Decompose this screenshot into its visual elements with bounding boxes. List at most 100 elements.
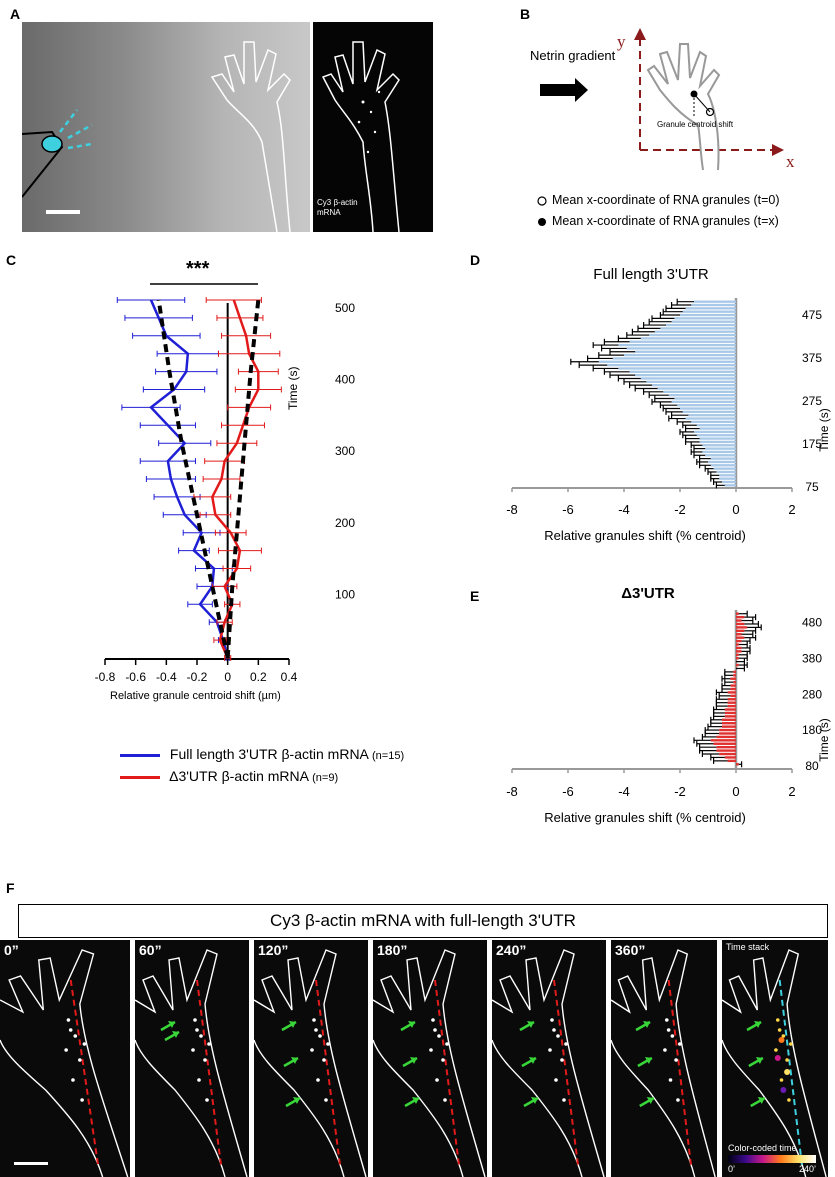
chart-d-bar	[694, 430, 736, 434]
chart-e-bar	[719, 728, 736, 732]
chart-e-bar	[719, 752, 736, 756]
chart-d-bar	[626, 347, 736, 350]
granule	[316, 1078, 320, 1082]
chart-e-bar	[736, 650, 742, 653]
netrin-gradient-label: Netrin gradient	[530, 48, 616, 63]
chart-e-bar	[736, 643, 739, 646]
frame-overlay	[722, 949, 827, 1177]
chart-d-bar	[710, 457, 736, 460]
chart-d-bar	[708, 460, 736, 464]
chart-c-ytick-label: 100	[335, 587, 355, 601]
chart-e-bar	[724, 708, 736, 711]
chart-d-bar	[618, 367, 736, 370]
granule	[774, 1048, 778, 1052]
granule	[203, 1058, 207, 1062]
granule	[326, 1042, 330, 1046]
green-arrow-head-icon	[527, 1021, 534, 1028]
chart-d-xtick-label: 0	[732, 502, 739, 517]
green-arrow-head-icon	[644, 1057, 652, 1064]
chart-e-bar	[730, 684, 736, 687]
schematic-diagram	[537, 28, 784, 226]
colorbar	[728, 1155, 816, 1163]
chart-e-bar	[710, 739, 736, 742]
chart-e-bar	[724, 715, 736, 718]
legend-full-n: (n=15)	[372, 750, 405, 762]
chart-e-bar	[736, 619, 742, 622]
granule	[195, 1028, 199, 1032]
green-arrow-head-icon	[757, 1097, 765, 1104]
chart-d-ylabel: Time (s)	[817, 408, 831, 452]
granule	[787, 1098, 791, 1102]
chart-c-ytick-label: 300	[335, 444, 355, 458]
frame-time-label: 0”	[4, 942, 19, 958]
chart-e-bar	[730, 677, 736, 680]
frame-time-label: Time stack	[726, 942, 770, 952]
chart-d-bar	[671, 320, 736, 323]
chart-d-bar	[702, 444, 736, 447]
chart-d-bar	[685, 417, 736, 420]
cell-outline	[135, 949, 248, 1177]
chart-e-ylabel: Time (s)	[817, 718, 831, 762]
chart-c-ytick-label: 500	[335, 301, 355, 315]
chart-c-xtick-label: -0.8	[95, 670, 116, 684]
chart-d-bar	[629, 340, 736, 343]
chart-e-ytick-label: 180	[802, 723, 822, 737]
granule	[785, 1058, 789, 1062]
chart-d-bar	[719, 474, 736, 477]
chart-e-bar	[727, 704, 736, 708]
chart-c-xtick-label: 0	[224, 670, 231, 684]
granule-colored	[778, 1037, 785, 1043]
granule	[433, 1028, 437, 1032]
chart-e-bar	[727, 701, 736, 704]
granule	[668, 1078, 673, 1082]
chart-d-bar	[660, 327, 736, 330]
chart-e-title: Δ3'UTR	[621, 585, 675, 602]
granule	[73, 1034, 78, 1038]
filled-circle-icon	[538, 218, 546, 226]
chart-d-title: Full length 3'UTR	[593, 266, 709, 283]
chart-e-xlabel: Relative granules shift (% centroid)	[544, 810, 746, 825]
chart-d-xtick-label: -6	[562, 502, 574, 517]
chart-d-bar	[640, 377, 736, 380]
cell-outline	[0, 949, 129, 1177]
chart-e-ytick-label: 380	[802, 652, 822, 666]
chart-d-bar	[719, 477, 736, 480]
chart-d-bar	[674, 317, 736, 320]
chart-d-bar	[624, 353, 736, 357]
timelapse-frame: 120”	[254, 940, 368, 1177]
chart-d-bar	[694, 300, 736, 303]
granule	[78, 1058, 82, 1062]
chart-d-xtick-label: -2	[674, 502, 686, 517]
granule	[554, 1078, 558, 1082]
chart-d-xtick-label: 2	[788, 502, 795, 517]
panel-label-b: B	[520, 6, 531, 22]
chart-d-bar	[722, 480, 736, 484]
colorbar-label: Color-coded time	[728, 1143, 797, 1153]
chart-d-bar	[671, 400, 736, 404]
granule	[779, 1078, 784, 1082]
chart-c-xtick-label: -0.6	[125, 670, 146, 684]
axis-dashed-line	[196, 979, 222, 1166]
chart-d-ytick-label: 375	[802, 351, 822, 365]
chart-e-bar	[730, 687, 736, 691]
granule	[199, 1034, 203, 1038]
cell-outline	[611, 949, 716, 1177]
chart-d-ytick-label: 275	[802, 394, 822, 408]
granule	[548, 1048, 552, 1052]
axis-dashed-line	[778, 979, 803, 1166]
chart-d-bar	[691, 420, 736, 424]
chart-d-bar	[699, 437, 736, 440]
chart-d-bar	[654, 330, 736, 333]
green-arrow-head-icon	[291, 1057, 298, 1064]
inset-caption-line1: Cy3 β-actin	[317, 198, 358, 207]
chart-c-ytick-label: 200	[335, 516, 355, 530]
frame-overlay	[254, 949, 367, 1177]
chart-e-bar	[730, 694, 736, 698]
chart-d-bar	[666, 323, 736, 327]
axis-dashed-line	[315, 979, 341, 1166]
chart-c-xlabel: Relative granule centroid shift (µm)	[110, 690, 281, 702]
panel-label-d: D	[470, 252, 481, 268]
chart-e-xtick-label: -6	[562, 784, 574, 799]
chart-e-bar	[736, 636, 745, 639]
granule	[550, 1018, 554, 1022]
